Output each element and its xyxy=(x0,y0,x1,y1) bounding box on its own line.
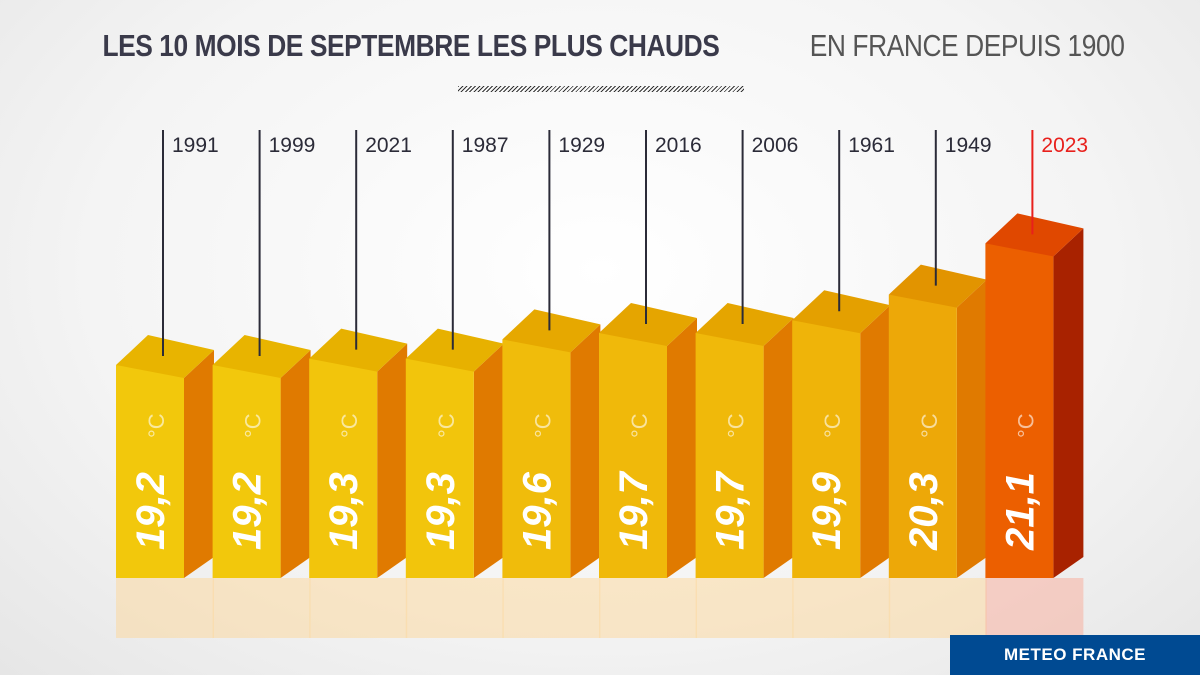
bar-reflection xyxy=(502,578,601,638)
title-light: EN FRANCE DEPUIS 1900 xyxy=(809,28,1125,63)
year-label: 1991 xyxy=(172,134,219,157)
value-label: 19,3 xyxy=(322,472,366,550)
value-label: 19,7 xyxy=(612,470,656,550)
bar xyxy=(212,365,281,578)
value-label: 19,6 xyxy=(515,471,559,550)
bar-reflection xyxy=(792,578,891,638)
bar-side xyxy=(570,324,601,578)
bar-reflection xyxy=(599,578,697,638)
bar xyxy=(695,333,764,578)
bar-reflection xyxy=(695,578,794,638)
year-label: 1961 xyxy=(848,134,895,157)
bar-side xyxy=(184,350,214,578)
bar-top xyxy=(599,303,697,346)
value-label: 19,2 xyxy=(129,472,173,550)
bar-side xyxy=(956,279,987,578)
year-label: 2006 xyxy=(752,134,799,157)
bar-top xyxy=(695,303,794,346)
unit-label: °C xyxy=(820,413,845,438)
bar-side xyxy=(763,318,794,578)
year-label: 1929 xyxy=(558,134,605,157)
unit-label: °C xyxy=(530,413,555,438)
value-label: 19,9 xyxy=(805,471,849,550)
bar-reflection xyxy=(985,578,1084,638)
bar xyxy=(792,320,861,578)
unit-label: °C xyxy=(337,413,362,438)
year-label: 1987 xyxy=(462,134,509,157)
bar-top xyxy=(502,309,601,353)
year-label: 1999 xyxy=(269,134,316,157)
bar-top xyxy=(888,264,987,308)
title-bold: LES 10 MOIS DE SEPTEMBRE LES PLUS CHAUDS xyxy=(102,28,720,63)
bar-top xyxy=(116,335,214,378)
unit-label: °C xyxy=(627,413,652,438)
chart-title: LES 10 MOIS DE SEPTEMBRE LES PLUS CHAUDS… xyxy=(0,28,1200,64)
year-label: 1949 xyxy=(945,134,992,157)
bar-reflection xyxy=(116,578,214,638)
title-divider xyxy=(458,86,744,92)
bar xyxy=(405,358,474,578)
bar xyxy=(888,294,957,578)
bar-reflection xyxy=(405,578,504,638)
value-label: 19,3 xyxy=(419,472,463,550)
bar-side xyxy=(860,305,891,578)
bar-side xyxy=(473,343,504,578)
unit-label: °C xyxy=(724,413,749,438)
year-label: 2023 xyxy=(1041,134,1088,157)
year-label: 2021 xyxy=(365,134,412,157)
brand-logo: METEO FRANCE xyxy=(950,635,1200,675)
bar-side xyxy=(280,350,311,578)
bar-top xyxy=(792,290,891,334)
bar-side xyxy=(667,318,697,578)
bar-reflection xyxy=(212,578,311,638)
value-label: 19,7 xyxy=(709,470,753,550)
unit-label: °C xyxy=(241,413,266,438)
unit-label: °C xyxy=(434,413,459,438)
value-label: 19,2 xyxy=(226,472,270,550)
unit-label: °C xyxy=(1013,413,1038,438)
bar-reflection xyxy=(309,578,408,638)
bar-top xyxy=(309,328,408,372)
bar-side xyxy=(1053,228,1084,578)
bar-top xyxy=(405,328,504,372)
bar xyxy=(309,358,378,578)
year-label: 2016 xyxy=(655,134,702,157)
bar-top xyxy=(212,335,311,378)
bar xyxy=(985,243,1054,578)
unit-label: °C xyxy=(917,413,942,438)
bar xyxy=(599,333,667,578)
unit-label: °C xyxy=(144,413,169,438)
value-label: 21,1 xyxy=(998,472,1042,551)
bar-top xyxy=(985,213,1084,257)
bar xyxy=(116,365,184,578)
bar-side xyxy=(377,343,408,578)
bar-reflection xyxy=(888,578,987,638)
bar xyxy=(502,339,571,578)
value-label: 20,3 xyxy=(902,472,946,551)
